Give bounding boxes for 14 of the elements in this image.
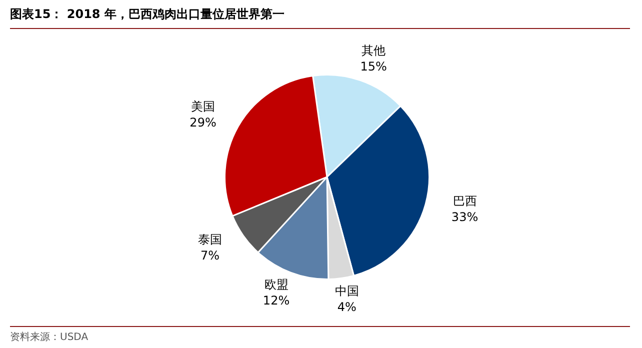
slice-label: 泰国 xyxy=(198,232,222,246)
text: 资料来源：USDA xyxy=(10,332,88,343)
data-label: 7% xyxy=(200,248,220,262)
data-label: 33% xyxy=(451,210,478,224)
slice-label: 中国 xyxy=(334,284,359,298)
slice-label: 巴西 xyxy=(452,194,477,208)
chart-title: 图表15： 2018 年，巴西鸡肉出口量位居世界第一 xyxy=(10,6,630,29)
slice-label: 欧盟 xyxy=(264,277,288,292)
data-label: 12% xyxy=(262,293,290,308)
slice-label: 美国 xyxy=(191,99,216,114)
data-label: 15% xyxy=(360,60,387,74)
data-label: 29% xyxy=(190,115,216,130)
data-label: 4% xyxy=(337,300,356,314)
slice-label: 其他 xyxy=(362,44,386,58)
